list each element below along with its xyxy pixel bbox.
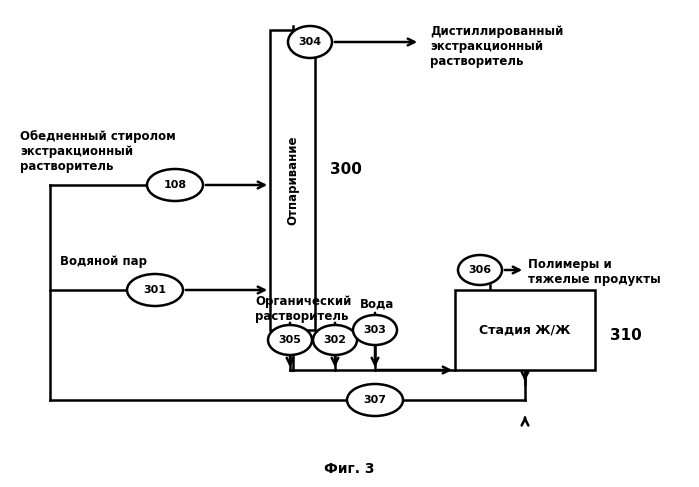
Text: Вода: Вода (360, 298, 394, 311)
Text: Обедненный стиролом
экстракционный
растворитель: Обедненный стиролом экстракционный раств… (20, 130, 175, 173)
Text: Органический
растворитель: Органический растворитель (255, 295, 352, 323)
Text: Дистиллированный
экстракционный
растворитель: Дистиллированный экстракционный раствори… (430, 25, 563, 68)
Ellipse shape (313, 325, 357, 355)
Text: Стадия Ж/Ж: Стадия Ж/Ж (480, 323, 570, 337)
Text: 108: 108 (164, 180, 187, 190)
Text: 304: 304 (298, 37, 322, 47)
Text: 305: 305 (279, 335, 301, 345)
Bar (455, 290, 595, 370)
Ellipse shape (147, 169, 203, 201)
Text: 302: 302 (324, 335, 347, 345)
Text: Водяной пар: Водяной пар (60, 255, 147, 268)
Ellipse shape (288, 26, 332, 58)
Ellipse shape (268, 325, 312, 355)
Text: 303: 303 (363, 325, 387, 335)
Text: Фиг. 3: Фиг. 3 (324, 462, 375, 476)
Ellipse shape (347, 384, 403, 416)
Text: 307: 307 (363, 395, 387, 405)
Ellipse shape (458, 255, 502, 285)
Text: 310: 310 (610, 327, 642, 342)
Text: 300: 300 (330, 163, 362, 177)
Bar (270, 30, 315, 330)
Ellipse shape (353, 315, 397, 345)
Text: 301: 301 (143, 285, 166, 295)
Text: 306: 306 (468, 265, 491, 275)
Text: Отпаривание: Отпаривание (286, 135, 299, 225)
Ellipse shape (127, 274, 183, 306)
Text: Полимеры и
тяжелые продукты: Полимеры и тяжелые продукты (528, 258, 661, 286)
